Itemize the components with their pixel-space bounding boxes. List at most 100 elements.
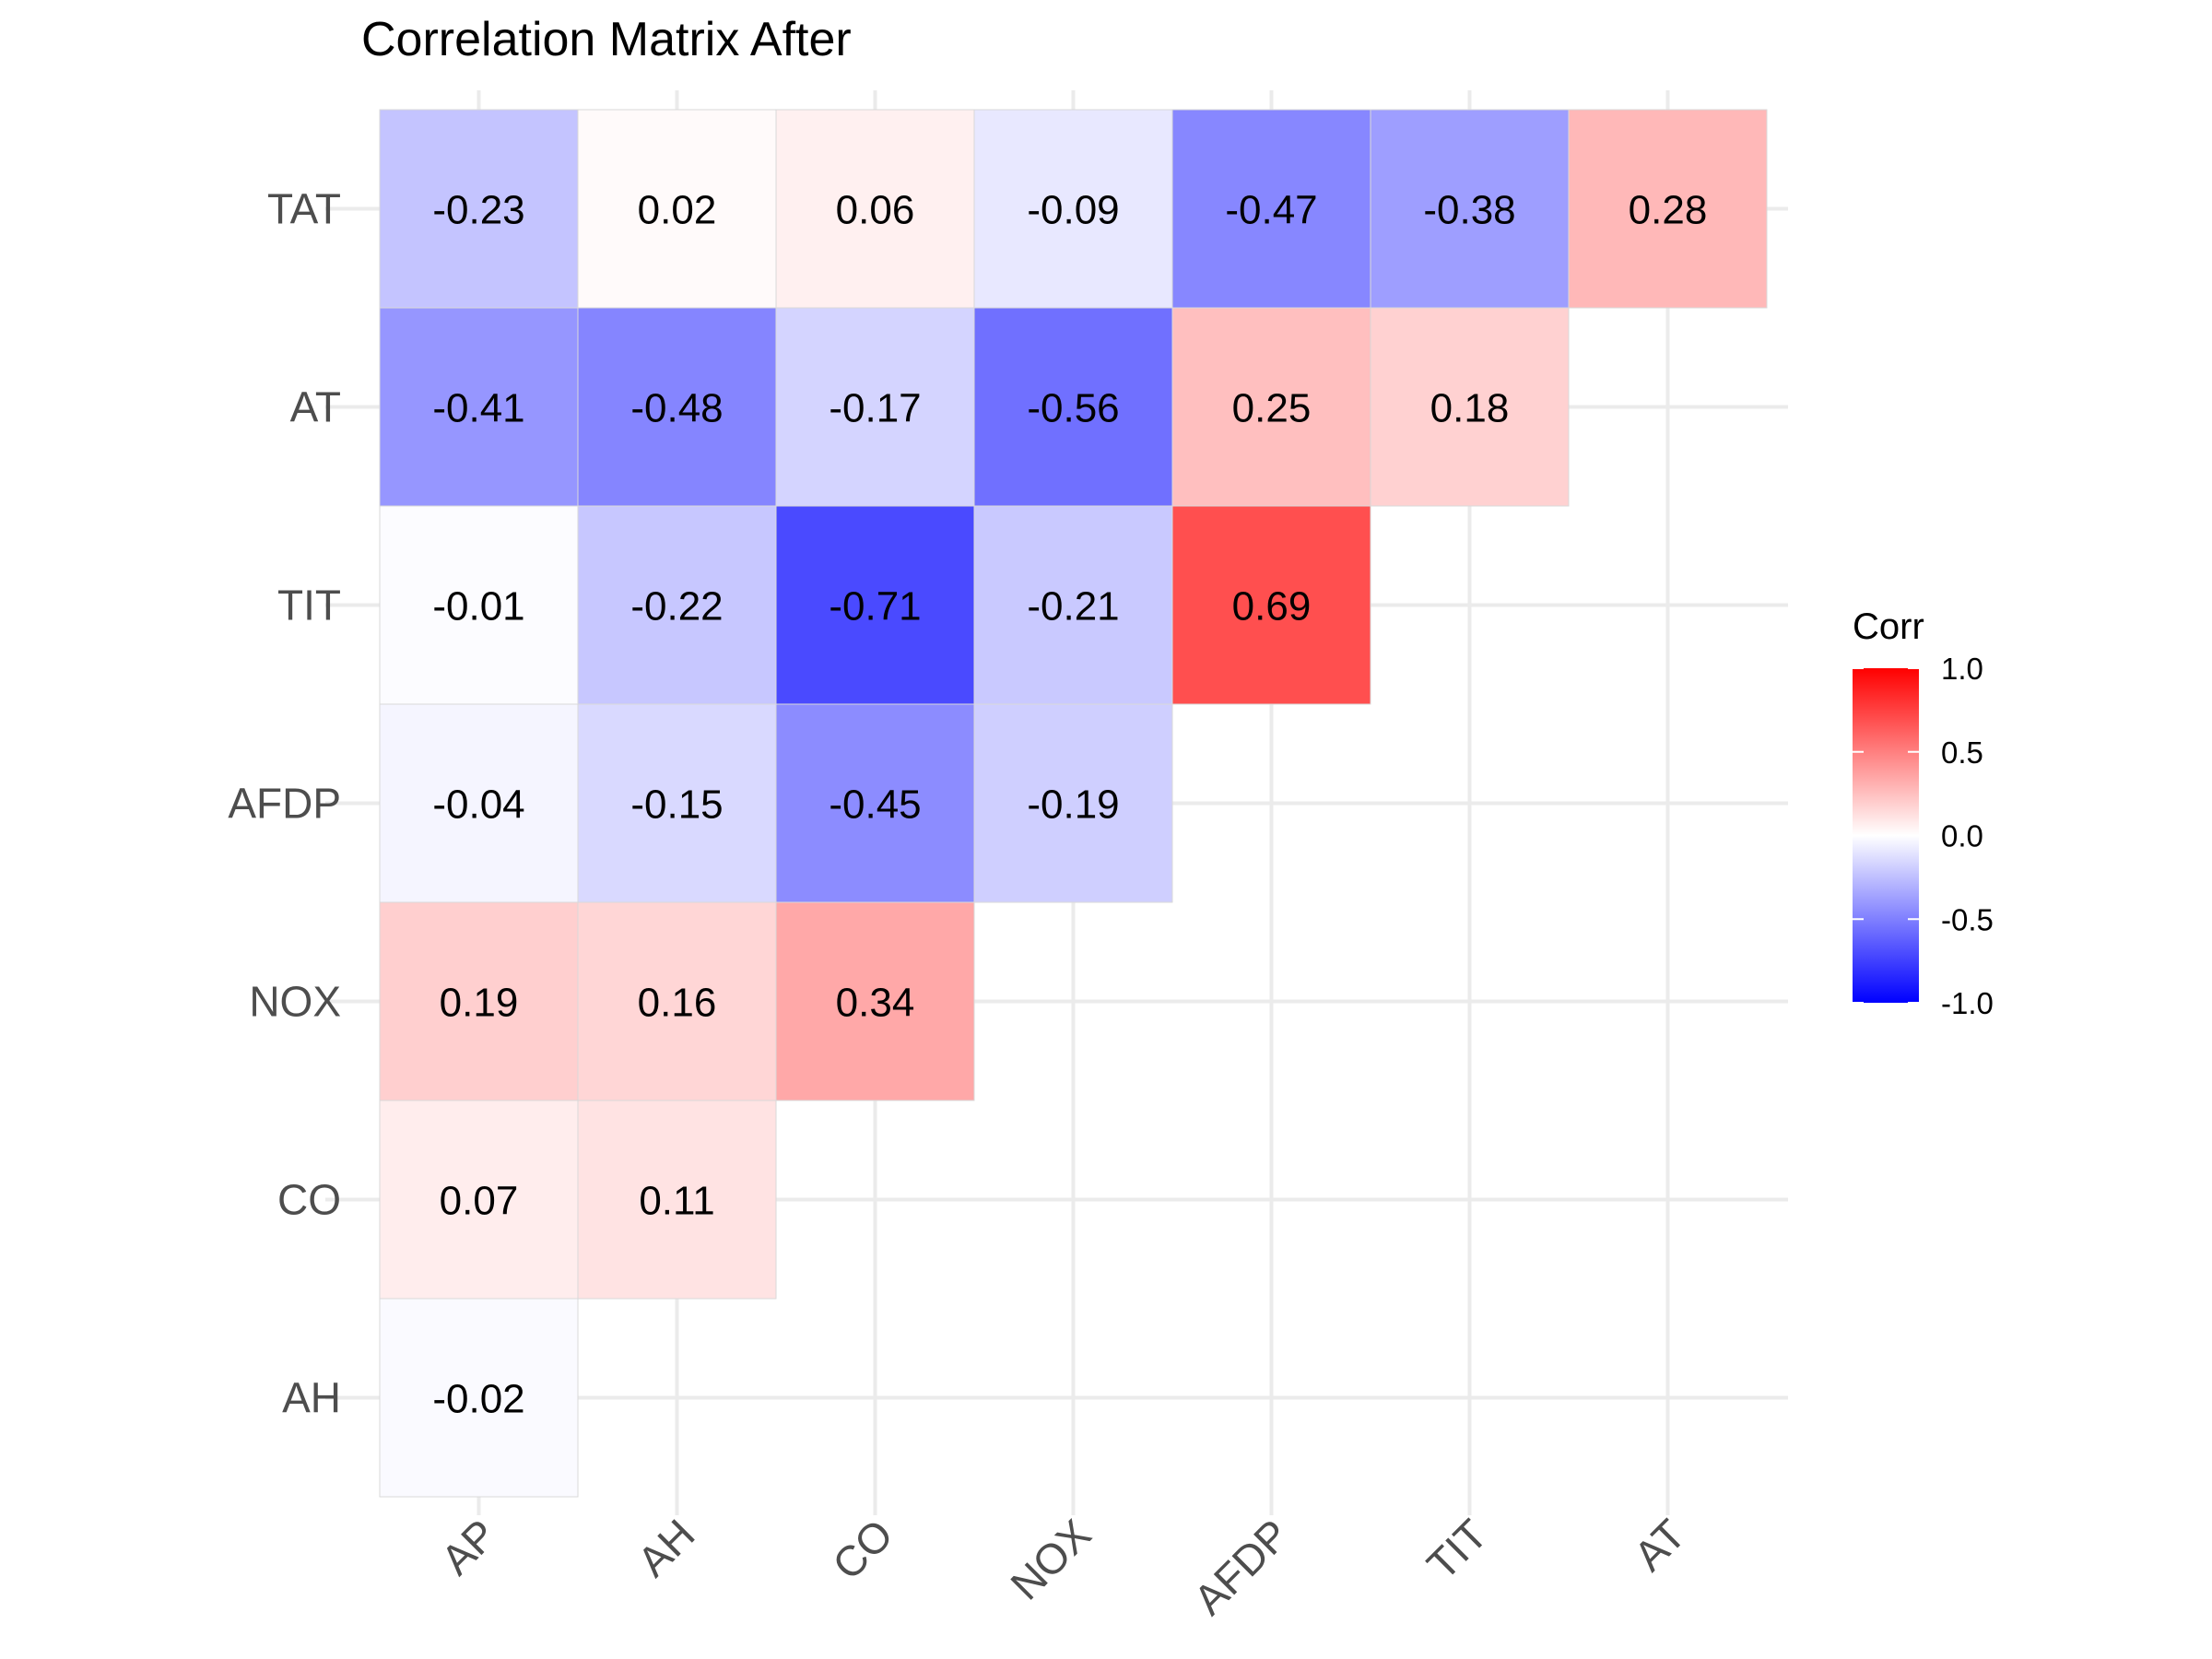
cell-label: 0.11 <box>639 1179 714 1224</box>
cell-label: -0.21 <box>1027 584 1119 629</box>
cell-rect-tat-tit <box>1370 109 1570 309</box>
heatmap-cell: -0.56 <box>973 307 1173 507</box>
cell-label: -0.71 <box>829 584 921 629</box>
legend-title: Corr <box>1853 606 1924 647</box>
cell-label: -0.23 <box>432 188 524 233</box>
heatmap-cell: -0.15 <box>577 703 777 903</box>
cell-label: 0.25 <box>1232 386 1312 431</box>
x-tick-label-ap: AP <box>431 1510 505 1583</box>
heatmap-cell: -0.21 <box>973 505 1173 705</box>
cell-rect-co-ap <box>379 1100 579 1300</box>
cell-rect-tit-afdp <box>1171 505 1371 705</box>
cell-rect-tit-ap <box>379 505 579 705</box>
cell-label: -0.48 <box>630 386 723 431</box>
cell-label: -0.04 <box>432 782 524 828</box>
cell-label: -0.01 <box>432 584 524 629</box>
cell-rect-afdp-nox <box>973 703 1173 903</box>
legend-tick-label: 0.0 <box>1941 819 1983 853</box>
cell-rect-afdp-co <box>775 703 975 903</box>
x-tick-label-afdp: AFDP <box>1184 1510 1299 1624</box>
cell-rect-afdp-ah <box>577 703 777 903</box>
cell-label: 0.19 <box>440 981 519 1026</box>
heatmap-cell: 0.07 <box>379 1100 579 1300</box>
legend-tick-label: 0.5 <box>1941 735 1983 770</box>
legend-tick-label: 1.0 <box>1941 652 1983 686</box>
cell-label: -0.19 <box>1027 782 1119 828</box>
heatmap-cell: -0.45 <box>775 703 975 903</box>
heatmap-cell: 0.06 <box>775 109 975 309</box>
heatmap-cells: -0.23 0.02 0.06 -0.09 -0.47 -0.38 0.28 -0.41 -0.… <box>379 109 1768 1498</box>
cell-rect-at-nox <box>973 307 1173 507</box>
y-tick-label-tat: TAT <box>267 185 341 233</box>
cell-rect-at-afdp <box>1171 307 1371 507</box>
heatmap-cell: -0.41 <box>379 307 579 507</box>
heatmap-cell: -0.23 <box>379 109 579 309</box>
cell-rect-tat-ah <box>577 109 777 309</box>
heatmap-cell: -0.09 <box>973 109 1173 309</box>
heatmap-cell: -0.47 <box>1171 109 1371 309</box>
cell-label: -0.41 <box>432 386 524 431</box>
heatmap-cell: 0.16 <box>577 901 777 1101</box>
heatmap-cell: 0.19 <box>379 901 579 1101</box>
x-axis-ticks: AP AH CO NOX AFDP TIT AT <box>431 1500 1695 1624</box>
heatmap-cell: -0.38 <box>1370 109 1570 309</box>
y-tick-label-at: AT <box>290 383 341 431</box>
cell-label: 0.18 <box>1430 386 1510 431</box>
heatmap-cell: 0.69 <box>1171 505 1371 705</box>
cell-rect-tat-nox <box>973 109 1173 309</box>
legend-tick-label: -0.5 <box>1941 902 1994 936</box>
cell-rect-at-ah <box>577 307 777 507</box>
heatmap-cell: -0.22 <box>577 505 777 705</box>
color-legend: Corr 1.0 0.5 0.0 -0.5 -1.0 <box>1853 606 1994 1020</box>
cell-label: -0.02 <box>432 1377 524 1422</box>
cell-label: 0.16 <box>638 981 717 1026</box>
cell-label: -0.56 <box>1027 386 1119 431</box>
y-tick-label-nox: NOX <box>249 978 341 1026</box>
cell-label: -0.45 <box>829 782 921 828</box>
heatmap-cell: 0.02 <box>577 109 777 309</box>
cell-rect-nox-ah <box>577 901 777 1101</box>
cell-rect-nox-co <box>775 901 975 1101</box>
heatmap-cell: 0.34 <box>775 901 975 1101</box>
heatmap-cell: -0.02 <box>379 1298 579 1498</box>
x-tick-label-tit: TIT <box>1418 1510 1497 1589</box>
y-tick-label-tit: TIT <box>277 582 341 629</box>
cell-rect-tit-co <box>775 505 975 705</box>
cell-rect-tat-co <box>775 109 975 309</box>
y-tick-label-ah: AH <box>282 1374 341 1422</box>
cell-label: 0.06 <box>836 188 915 233</box>
cell-rect-co-ah <box>577 1100 777 1300</box>
x-tick-label-ah: AH <box>629 1510 704 1585</box>
heatmap-cell: 0.18 <box>1370 307 1570 507</box>
x-tick-label-at: AT <box>1625 1510 1695 1580</box>
cell-rect-tit-nox <box>973 505 1173 705</box>
cell-label: -0.38 <box>1423 188 1515 233</box>
heatmap-cell: -0.01 <box>379 505 579 705</box>
chart-title: Correlation Matrix After <box>361 13 852 66</box>
cell-label: 0.02 <box>638 188 717 233</box>
cell-label: -0.22 <box>630 584 723 629</box>
heatmap-cell: -0.04 <box>379 703 579 903</box>
y-tick-label-afdp: AFDP <box>228 780 341 828</box>
legend-tick-label: -1.0 <box>1941 986 1994 1020</box>
x-tick-label-nox: NOX <box>1001 1510 1100 1608</box>
cell-label: -0.47 <box>1225 188 1317 233</box>
x-tick-label-co: CO <box>823 1510 902 1589</box>
cell-label: 0.34 <box>836 981 915 1026</box>
heatmap-cell: -0.71 <box>775 505 975 705</box>
heatmap-cell: 0.25 <box>1171 307 1371 507</box>
heatmap-cell: 0.11 <box>577 1100 777 1300</box>
cell-rect-tit-ah <box>577 505 777 705</box>
cell-label: 0.07 <box>440 1179 519 1224</box>
heatmap-cell: -0.48 <box>577 307 777 507</box>
cell-rect-afdp-ap <box>379 703 579 903</box>
cell-label: -0.17 <box>829 386 921 431</box>
cell-rect-ah-ap <box>379 1298 579 1498</box>
y-axis-ticks: TAT AT TIT AFDP NOX CO AH <box>228 185 341 1422</box>
cell-rect-tat-at <box>1568 109 1768 309</box>
y-tick-label-co: CO <box>277 1176 341 1224</box>
cell-rect-tat-ap <box>379 109 579 309</box>
heatmap-cell: -0.17 <box>775 307 975 507</box>
cell-label: -0.09 <box>1027 188 1119 233</box>
